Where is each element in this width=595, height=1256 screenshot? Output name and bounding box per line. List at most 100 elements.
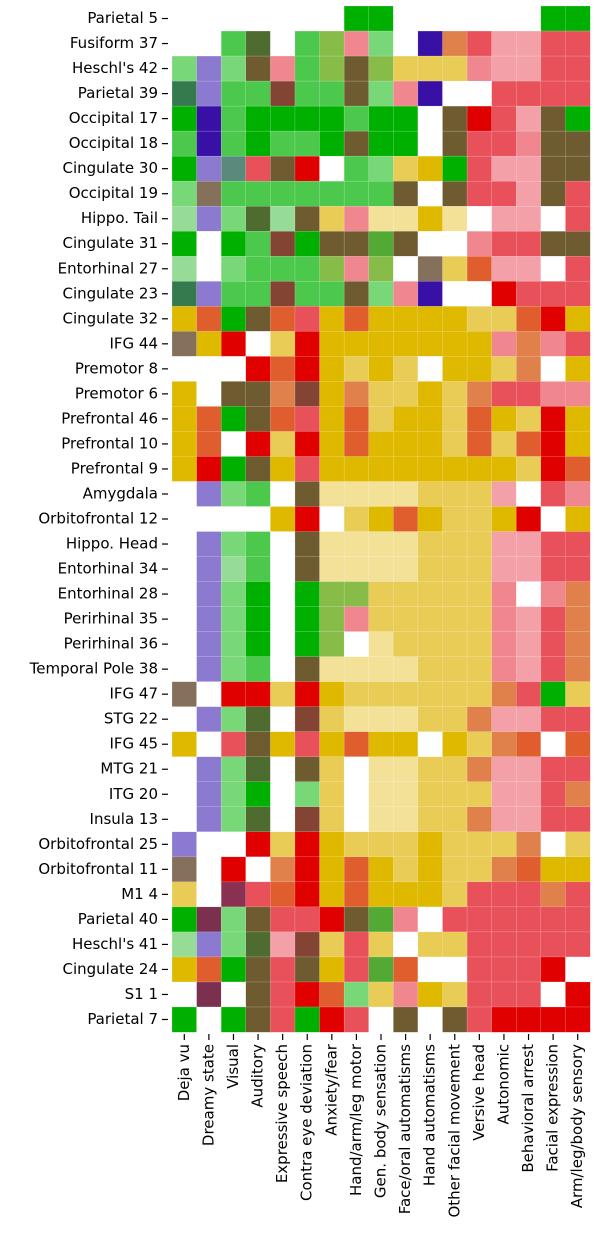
heatmap-cell	[343, 531, 370, 558]
heatmap-cell	[393, 731, 419, 758]
heatmap-cell	[245, 606, 271, 633]
heatmap-cell	[491, 531, 517, 558]
heatmap-cell	[343, 130, 370, 157]
heatmap-cell	[220, 1006, 247, 1033]
heatmap-cell	[368, 681, 394, 708]
heatmap-cell	[540, 931, 566, 958]
heatmap-cell	[565, 381, 591, 407]
heatmap-cell	[245, 781, 271, 808]
heatmap-cell	[319, 331, 345, 357]
heatmap-cell	[319, 881, 345, 908]
heatmap-cell	[516, 306, 542, 332]
heatmap-cell	[220, 631, 247, 658]
heatmap-cell	[343, 606, 370, 633]
heatmap-cell	[368, 856, 394, 883]
heatmap-cell	[220, 681, 247, 708]
heatmap-cell	[220, 856, 247, 883]
heatmap-cell	[491, 55, 517, 82]
heatmap-cell	[319, 130, 345, 157]
heatmap-cell	[171, 481, 198, 507]
heatmap-cell	[368, 80, 394, 107]
heatmap-cell	[270, 105, 296, 132]
heatmap-cell	[442, 706, 468, 733]
heatmap-cell	[491, 105, 517, 132]
heatmap-cell	[171, 30, 198, 57]
heatmap-cell	[171, 431, 198, 457]
heatmap-cell	[540, 130, 566, 157]
heatmap-cell	[368, 356, 394, 382]
heatmap-cell	[491, 931, 517, 958]
heatmap-cell	[319, 256, 345, 282]
heatmap-cell	[442, 931, 468, 958]
heatmap-cell	[270, 80, 296, 107]
col-label: Expressive speech	[273, 1044, 291, 1183]
col-label: Facial expression	[544, 1044, 562, 1172]
heatmap-cell	[294, 105, 321, 132]
heatmap-cell	[171, 381, 198, 407]
heatmap-cell	[540, 55, 566, 82]
heatmap-cell	[393, 406, 419, 432]
heatmap-cell	[270, 806, 296, 833]
col-label: Autonomic	[494, 1044, 512, 1125]
heatmap-cell	[540, 681, 566, 708]
heatmap-cell	[466, 631, 493, 658]
heatmap-cell	[368, 256, 394, 282]
heatmap-cell	[171, 681, 198, 708]
heatmap-cell	[540, 806, 566, 833]
heatmap-cell	[245, 556, 271, 583]
heatmap-cell	[393, 881, 419, 908]
heatmap-cell	[196, 5, 222, 32]
heatmap-cell	[565, 556, 591, 583]
heatmap-cell	[343, 180, 370, 207]
heatmap-cell	[565, 856, 591, 883]
heatmap-cell	[245, 906, 271, 933]
heatmap-cell	[565, 581, 591, 608]
heatmap-cell	[565, 356, 591, 382]
heatmap-cell	[393, 30, 419, 57]
heatmap-cell	[565, 531, 591, 558]
heatmap-cell	[245, 331, 271, 357]
heatmap-cell	[516, 656, 542, 683]
heatmap-cell	[393, 5, 419, 32]
heatmap-cell	[540, 180, 566, 207]
heatmap-cell	[565, 731, 591, 758]
heatmap-cell	[319, 1006, 345, 1033]
heatmap-cell	[171, 906, 198, 933]
heatmap-cell	[466, 356, 493, 382]
heatmap-cell	[245, 205, 271, 232]
heatmap-cell	[319, 80, 345, 107]
heatmap-cell	[466, 656, 493, 683]
heatmap-cell	[245, 30, 271, 57]
heatmap-cell	[368, 731, 394, 758]
heatmap-cell	[540, 1006, 566, 1033]
heatmap-cell	[220, 256, 247, 282]
heatmap-cell	[491, 706, 517, 733]
heatmap-cell	[417, 281, 443, 307]
heatmap-cell	[442, 506, 468, 533]
heatmap-cell	[220, 306, 247, 332]
heatmap-cell	[220, 331, 247, 357]
heatmap-cell	[270, 956, 296, 983]
heatmap-cell	[196, 681, 222, 708]
heatmap-cell	[540, 406, 566, 432]
heatmap-cell	[171, 531, 198, 558]
heatmap-cell	[491, 456, 517, 482]
heatmap-cell	[516, 581, 542, 608]
heatmap-cell	[343, 556, 370, 583]
heatmap-cell	[319, 381, 345, 407]
heatmap-cell	[294, 155, 321, 182]
heatmap-cell	[171, 1006, 198, 1033]
heatmap-cell	[196, 356, 222, 382]
heatmap-cell	[565, 231, 591, 257]
row-label: M1 4	[121, 885, 158, 903]
row-label: Prefrontal 9	[71, 459, 158, 477]
heatmap-cell	[466, 606, 493, 633]
row-label: Cingulate 32	[62, 309, 158, 327]
row-label: Prefrontal 46	[61, 409, 158, 427]
heatmap-cell	[466, 231, 493, 257]
heatmap-cell	[343, 205, 370, 232]
heatmap-cell	[442, 531, 468, 558]
heatmap-cell	[516, 231, 542, 257]
heatmap-cell	[417, 381, 443, 407]
heatmap-cell	[417, 856, 443, 883]
